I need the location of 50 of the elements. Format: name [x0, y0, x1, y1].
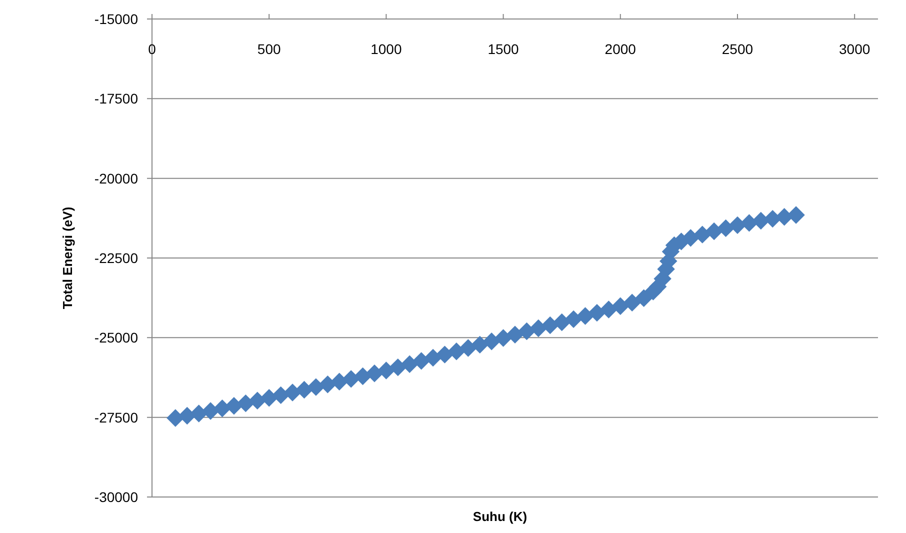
x-tick-label: 2500 [722, 41, 754, 57]
point [436, 346, 454, 364]
point [213, 400, 232, 418]
y-tick-label: -15000 [94, 11, 138, 27]
point [424, 348, 442, 367]
point [576, 307, 594, 325]
point [248, 392, 266, 410]
x-tick-label: 1500 [488, 41, 520, 57]
point [787, 206, 805, 224]
point [366, 364, 384, 382]
point [459, 339, 478, 357]
y-tick-label: -30000 [94, 489, 138, 505]
y-tick-label: -20000 [94, 170, 138, 186]
x-tick-label: 3000 [839, 41, 870, 57]
x-axis-title: Suhu (K) [472, 509, 528, 524]
point [694, 226, 712, 244]
point [389, 358, 407, 376]
point [634, 289, 653, 308]
point [330, 372, 348, 390]
point [740, 214, 758, 232]
point [506, 326, 524, 344]
x-tick-label: 2000 [604, 41, 636, 57]
point [612, 297, 630, 315]
point [471, 336, 489, 354]
point [377, 362, 396, 380]
point [764, 210, 782, 228]
point [588, 304, 606, 322]
point [400, 355, 418, 373]
y-tick-label: -17500 [94, 90, 138, 107]
x-tick-label: 500 [257, 41, 281, 57]
x-tick-label: 1000 [370, 41, 402, 57]
point [530, 319, 548, 338]
point [412, 352, 430, 370]
point [260, 389, 278, 407]
point [482, 332, 500, 350]
y-tick-label: -25000 [94, 330, 138, 346]
y-axis-title: Total Energi (eV) [60, 206, 75, 310]
point [600, 300, 618, 318]
point [494, 329, 512, 347]
point [448, 342, 466, 360]
x-tick-label: 0 [148, 41, 156, 57]
point [552, 313, 571, 332]
point [318, 375, 336, 394]
point [705, 222, 723, 240]
point [623, 294, 641, 312]
y-tick-label: -27500 [94, 409, 138, 426]
point [190, 404, 208, 422]
point [225, 397, 243, 415]
point [564, 310, 582, 328]
y-tick-label: -22500 [94, 250, 138, 266]
